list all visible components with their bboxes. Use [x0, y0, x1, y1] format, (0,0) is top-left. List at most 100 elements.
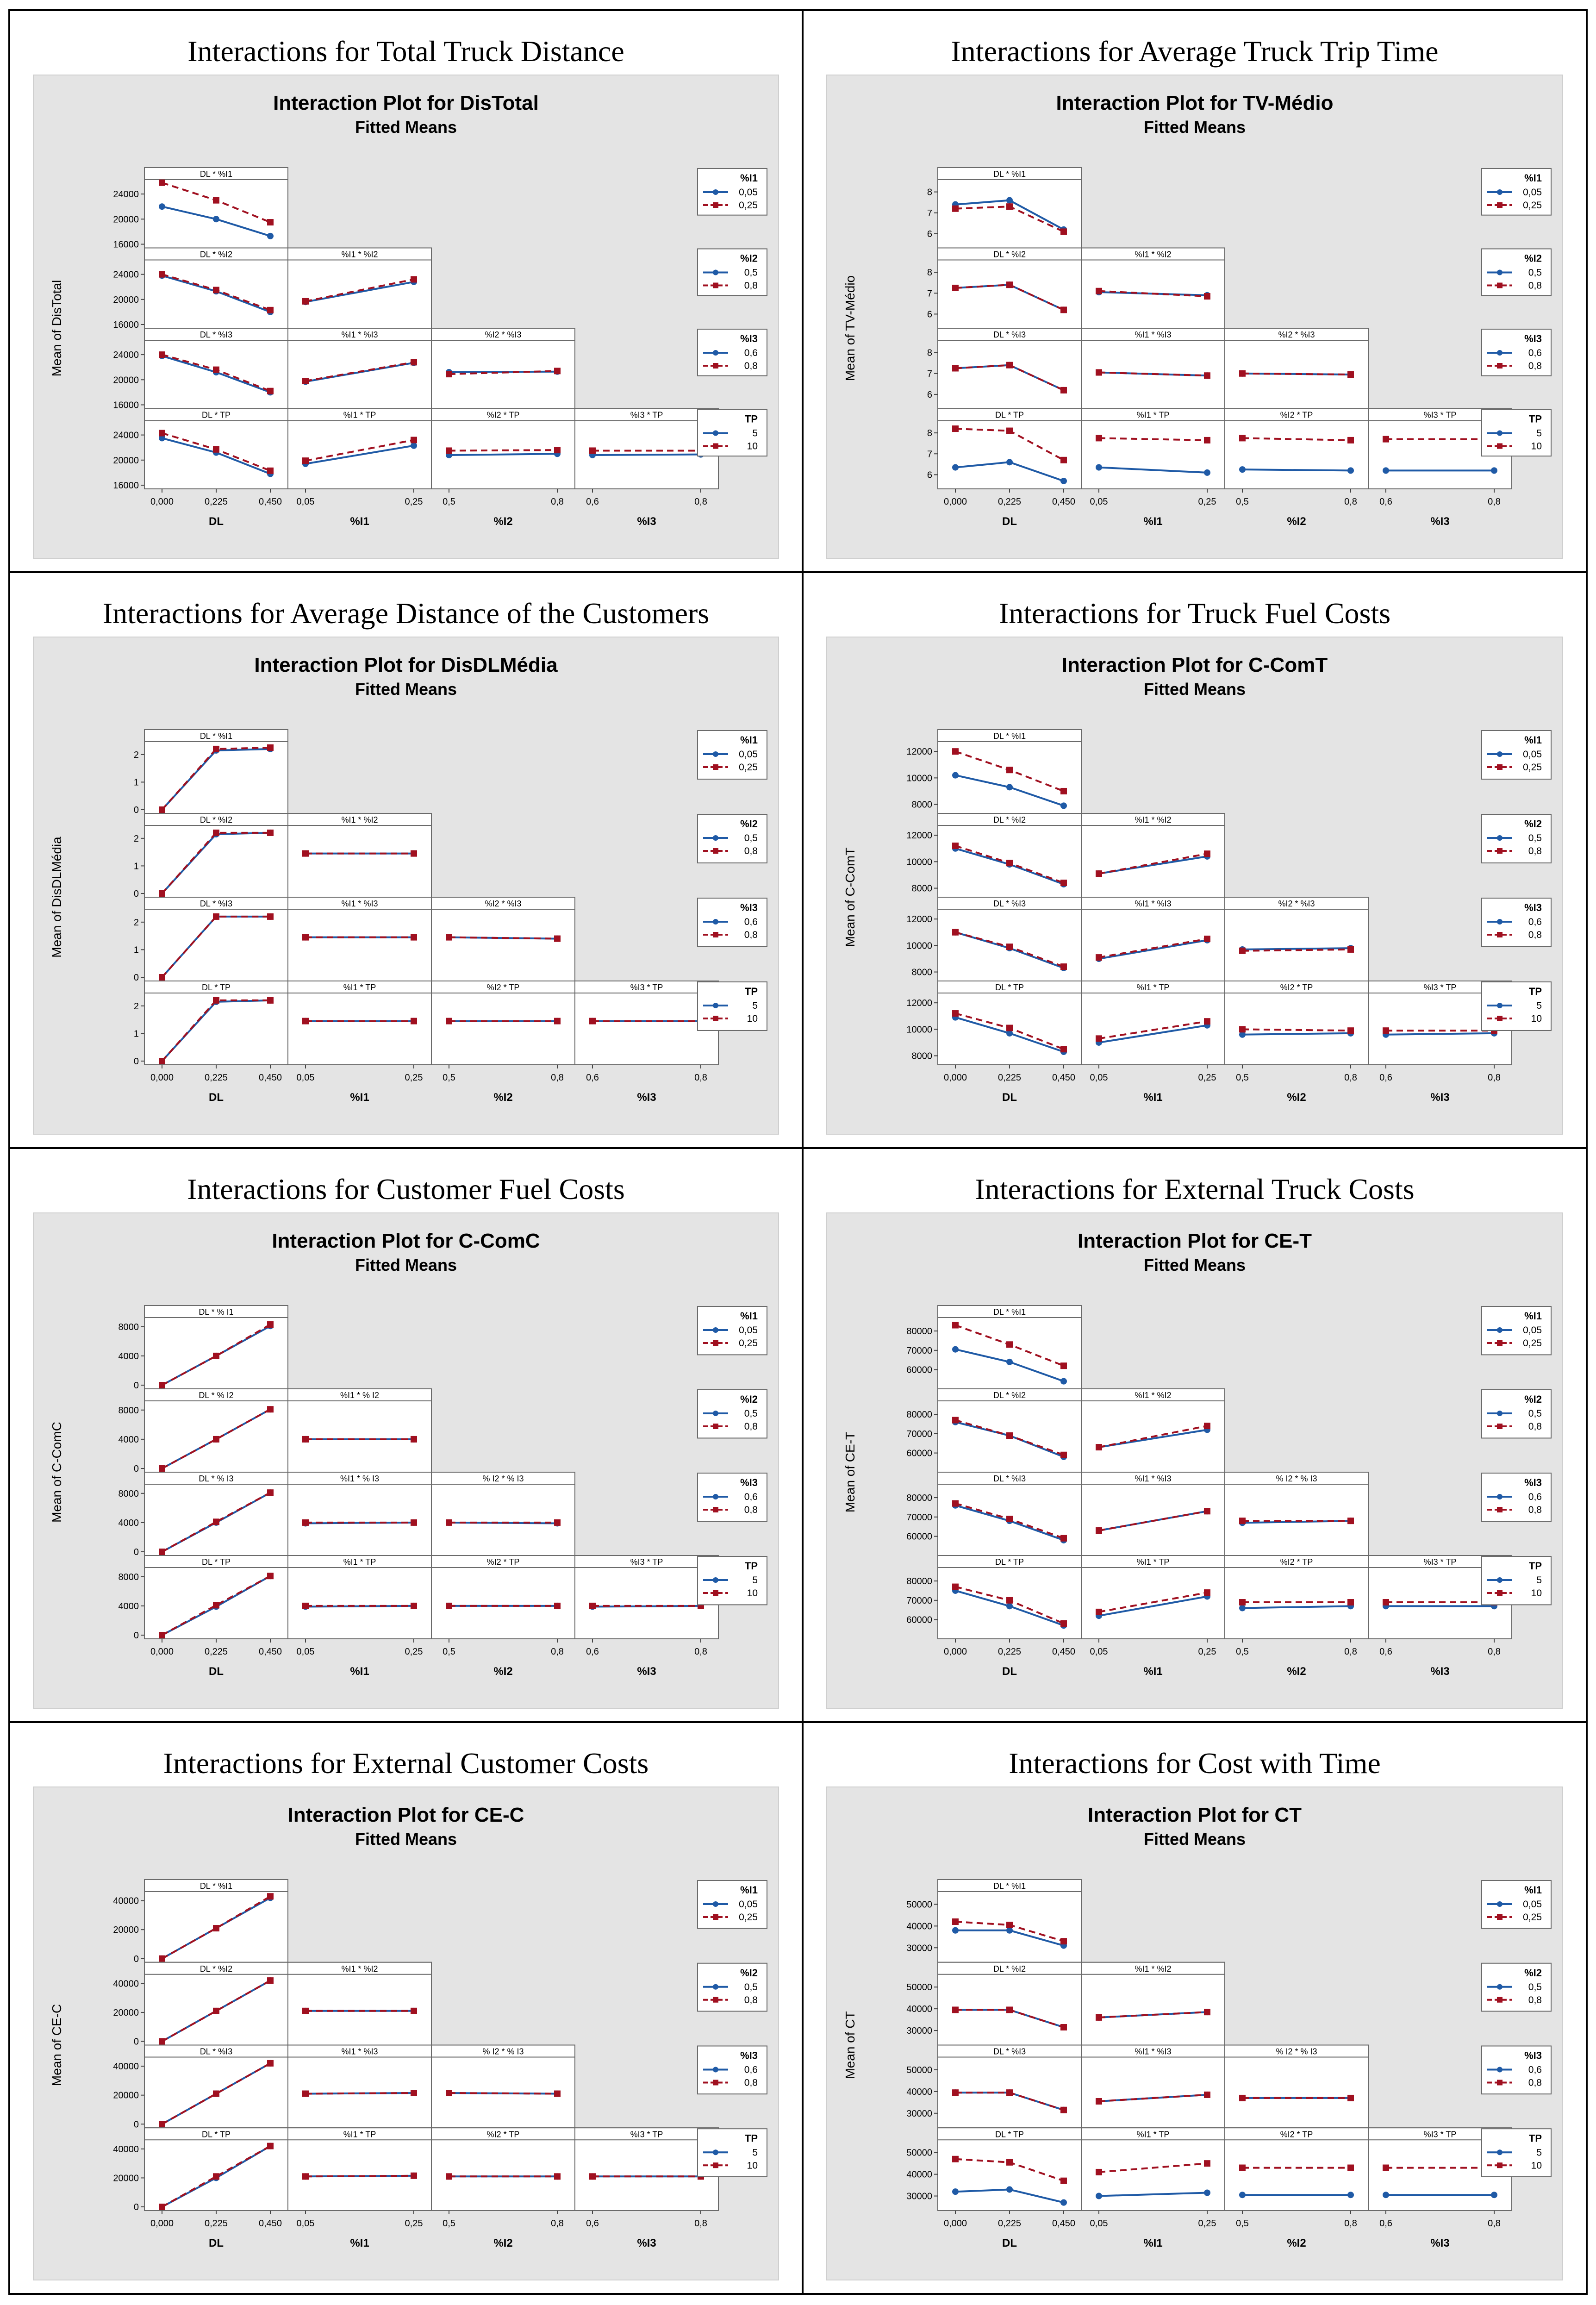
- data-point-low: [1006, 459, 1013, 466]
- legend-item-label: 0,05: [739, 749, 758, 760]
- panel-title: Interactions for Cost with Time: [1009, 1747, 1381, 1780]
- data-point-high: [446, 1519, 452, 1526]
- data-point-high: [1204, 1508, 1210, 1515]
- legend-title: TP: [745, 2132, 758, 2144]
- subplot-title: %I1 * TP: [1137, 411, 1170, 420]
- data-point-high: [1347, 1518, 1354, 1524]
- legend-item-label: 10: [747, 1013, 758, 1024]
- data-point-high: [213, 366, 219, 373]
- series-line-high: [1242, 437, 1351, 441]
- y-axis-label: Mean of DisDLMédia: [50, 837, 64, 958]
- data-point-high: [1096, 369, 1102, 376]
- legend-item-label: 5: [1536, 1575, 1542, 1586]
- data-point-high: [159, 1549, 165, 1555]
- data-point-high: [267, 219, 274, 226]
- subplot-strip: [144, 247, 288, 261]
- subplot: [574, 1555, 719, 1639]
- legend-marker: [1497, 1914, 1502, 1920]
- legend-marker: [713, 751, 718, 757]
- y-tick-label: 6: [927, 309, 932, 319]
- subplot-strip: [937, 897, 1082, 910]
- subplot: [1224, 328, 1369, 409]
- subplot: [144, 813, 288, 898]
- subplot-title: DL * %I2: [200, 1964, 232, 1974]
- legend-marker: [713, 282, 718, 288]
- legend-marker: [713, 932, 718, 937]
- legend-item-label: 0,8: [1528, 361, 1542, 371]
- data-point-high: [159, 271, 165, 278]
- y-tick-label: 7: [927, 369, 932, 379]
- data-point-high: [952, 929, 959, 936]
- subplot: [144, 1305, 288, 1389]
- y-tick-label: 40000: [113, 2061, 139, 2072]
- subplot-title: %I1 * %I2: [341, 1964, 378, 1974]
- x-axis-label: %I2: [1287, 1665, 1306, 1678]
- legend-item-label: 5: [752, 1000, 758, 1011]
- subplot-title: DL * %I1: [993, 169, 1026, 179]
- subplot-title: %I1 * TP: [1137, 2130, 1170, 2139]
- chart-panel: Interactions for Customer Fuel Costs Inte…: [33, 1173, 779, 1709]
- data-point-high: [1006, 860, 1013, 867]
- data-point-low: [159, 203, 165, 210]
- subplot-strip: [1224, 1472, 1369, 1485]
- series-line-high: [1098, 2093, 1208, 2102]
- subplot-title: DL * %I3: [200, 2047, 232, 2056]
- subplot-title: %I1 * %I3: [1135, 330, 1171, 339]
- subplot-strip: [287, 247, 432, 261]
- y-tick-label: 80000: [906, 1410, 932, 1420]
- legend-item-label: 0,25: [739, 1338, 758, 1349]
- y-tick-label: 70000: [906, 1596, 932, 1606]
- x-tick-label: 0,6: [586, 497, 599, 507]
- series-line-high: [305, 361, 414, 382]
- x-tick-label: 0,6: [1379, 1073, 1392, 1083]
- data-point-high: [952, 748, 959, 755]
- x-tick-label: 0,05: [1090, 2218, 1108, 2229]
- plot-subtitle: Fitted Means: [1144, 118, 1246, 137]
- y-tick-label: 1: [134, 1029, 139, 1039]
- data-point-high: [952, 1500, 959, 1507]
- y-tick-label: 70000: [906, 1346, 932, 1356]
- subplot-strip: [287, 1961, 432, 1975]
- data-point-high: [952, 2006, 959, 2013]
- x-tick-label: 0,05: [297, 1073, 315, 1083]
- legend-item-label: 5: [1536, 1000, 1542, 1011]
- legend-title: %I2: [740, 818, 758, 830]
- y-tick-label: 40000: [906, 2087, 932, 2097]
- legend-item-label: 5: [1536, 428, 1542, 439]
- y-tick-label: 24000: [113, 431, 139, 441]
- legend-marker: [1497, 282, 1502, 288]
- data-point-high: [1383, 436, 1389, 443]
- data-point-low: [1096, 2193, 1102, 2199]
- legend-item-label: 10: [747, 1588, 758, 1599]
- plot-title: Interaction Plot for CE-T: [1078, 1230, 1312, 1252]
- subplot-strip: [937, 981, 1082, 993]
- x-tick-label: 0,000: [150, 1647, 174, 1657]
- chart-panel: Interactions for Truck Fuel Costs Interac…: [826, 597, 1563, 1135]
- y-tick-label: 10000: [906, 1024, 932, 1035]
- data-point-low: [952, 2188, 959, 2195]
- data-point-high: [213, 1352, 219, 1359]
- x-tick-label: 0,8: [1488, 1647, 1501, 1657]
- legend-item-label: 0,5: [1528, 268, 1542, 278]
- x-tick-label: 0,05: [297, 2218, 315, 2229]
- data-point-high: [302, 457, 309, 464]
- legend-marker: [713, 1901, 718, 1907]
- subplot-strip: [1224, 1555, 1369, 1568]
- legend-marker: [1497, 1424, 1502, 1429]
- data-point-high: [1096, 2098, 1102, 2105]
- subplot: [431, 2044, 575, 2129]
- data-point-high: [1006, 2006, 1013, 2013]
- series-line-low: [1242, 468, 1351, 472]
- legend-item-label: 0,5: [1528, 1982, 1542, 1993]
- legend-item-label: 0,25: [1523, 1912, 1542, 1923]
- legend-marker: [713, 350, 718, 356]
- subplot-strip: [431, 1472, 575, 1485]
- x-axis-label: %I2: [493, 2237, 512, 2249]
- data-point-low: [267, 232, 274, 239]
- data-point-high: [1347, 1599, 1354, 1605]
- data-point-high: [1204, 2009, 1210, 2016]
- plot-title: Interaction Plot for TV-Médio: [1056, 92, 1334, 114]
- subplot-strip: [1081, 1555, 1225, 1568]
- panel-title: Interactions for Total Truck Distance: [187, 35, 624, 68]
- data-point-low: [1239, 1605, 1246, 1612]
